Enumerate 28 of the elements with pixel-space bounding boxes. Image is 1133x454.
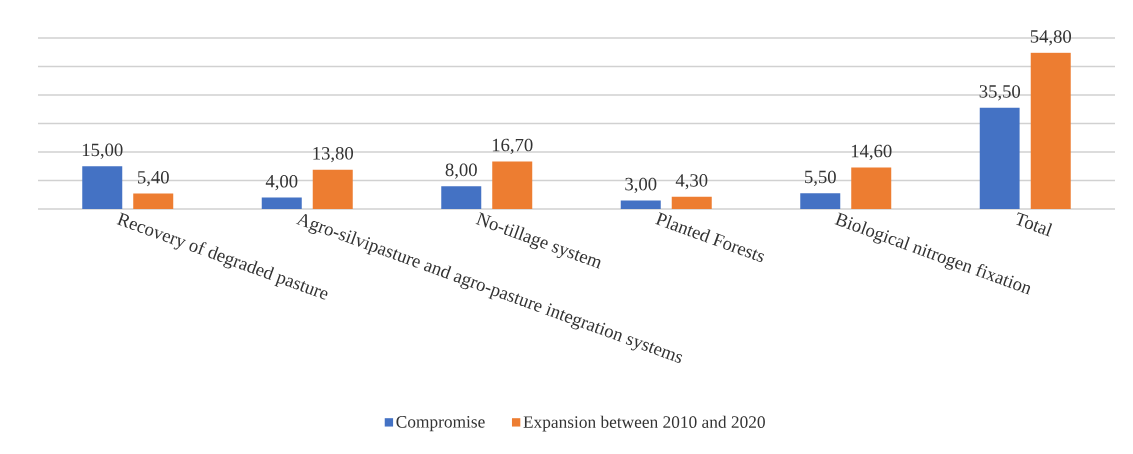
- data-label: 16,70: [492, 138, 533, 155]
- data-label: 4,30: [675, 174, 708, 190]
- bar: [800, 193, 841, 209]
- bar: [133, 193, 174, 209]
- data-label: 15,00: [82, 143, 123, 159]
- bar: [620, 200, 661, 209]
- bar: [492, 161, 533, 209]
- data-label: 4,00: [265, 174, 298, 191]
- x-tick-label: Planted Forests: [655, 212, 764, 262]
- data-label: 13,80: [313, 147, 354, 163]
- data-label: 35,50: [979, 85, 1021, 101]
- data-label: 3,00: [625, 177, 657, 194]
- bar: [312, 169, 353, 209]
- bar: [979, 107, 1020, 209]
- bar: [671, 196, 712, 209]
- legend-label: Expansion between 2010 and 2020: [523, 415, 765, 432]
- legend-label: Compromise: [396, 416, 485, 432]
- bar: [851, 167, 892, 209]
- data-label: 5,50: [805, 170, 836, 186]
- bar: [82, 166, 123, 209]
- data-label: 8,00: [445, 163, 477, 179]
- data-label: 14,60: [851, 144, 892, 161]
- data-label: 54,80: [1030, 30, 1072, 46]
- data-label: 5,40: [138, 170, 169, 187]
- bar: [1030, 52, 1071, 209]
- x-tick-label: Total: [1016, 212, 1053, 237]
- bar: [261, 197, 302, 209]
- bar: [441, 186, 482, 209]
